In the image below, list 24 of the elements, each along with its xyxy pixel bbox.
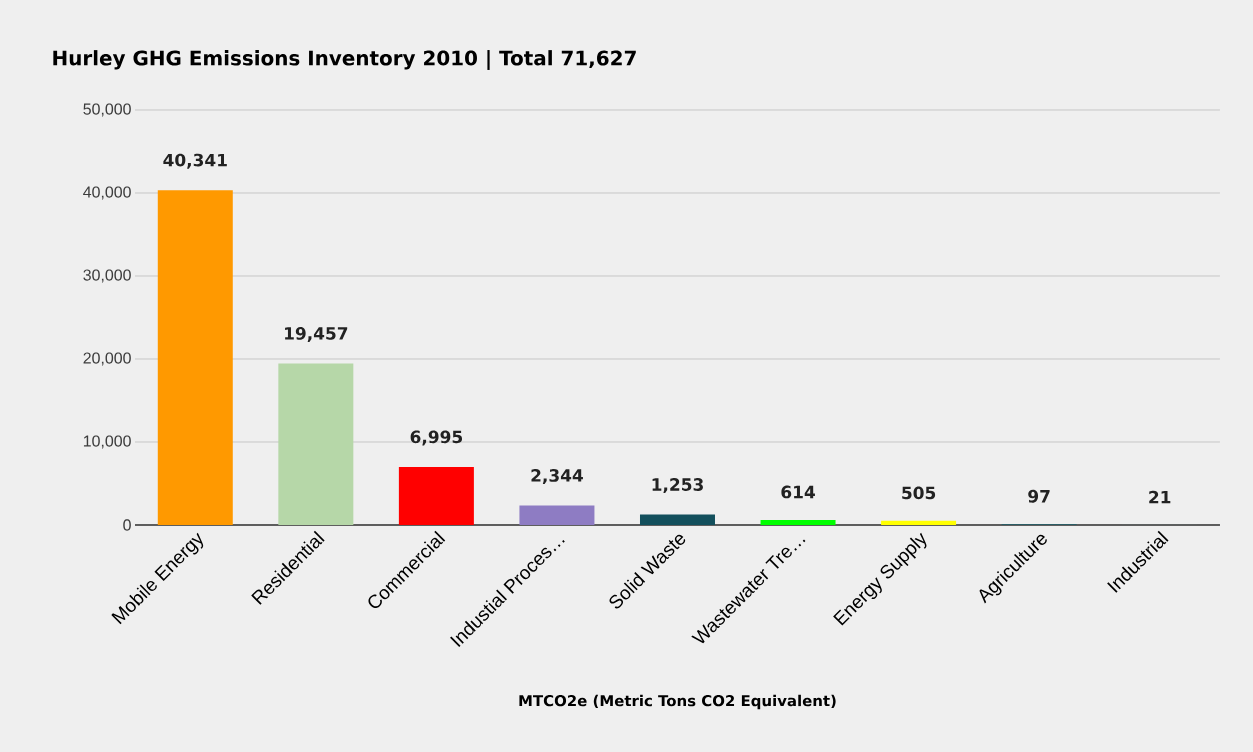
bar (760, 519, 836, 525)
x-axis-title: MTCO2e (Metric Tons CO2 Equivalent) (519, 694, 836, 710)
y-tick-label: 50,000 (83, 103, 131, 117)
y-tick-label: 20,000 (83, 352, 131, 366)
data-label: 97 (1028, 489, 1050, 503)
data-label: 21 (1149, 490, 1171, 504)
bar (519, 505, 595, 525)
data-label: 2,344 (531, 469, 583, 485)
y-tick-label: 10,000 (83, 435, 131, 449)
y-tick-label: 0 (123, 519, 131, 531)
bar (639, 514, 715, 525)
bar (278, 363, 354, 525)
y-tick-label: 40,000 (83, 186, 131, 200)
bar (398, 466, 474, 525)
data-label: 614 (781, 485, 815, 499)
data-label: 6,995 (410, 430, 463, 446)
data-label: 19,457 (285, 327, 348, 342)
data-label: 1,253 (652, 478, 703, 494)
y-tick-label: 30,000 (83, 269, 131, 283)
data-label: 505 (902, 486, 936, 500)
data-label: 40,341 (163, 153, 227, 169)
chart-title: Hurley GHG Emissions Inventory 2010 | Total 71,627 (53, 50, 636, 70)
bar (881, 520, 957, 525)
bar (157, 190, 233, 525)
